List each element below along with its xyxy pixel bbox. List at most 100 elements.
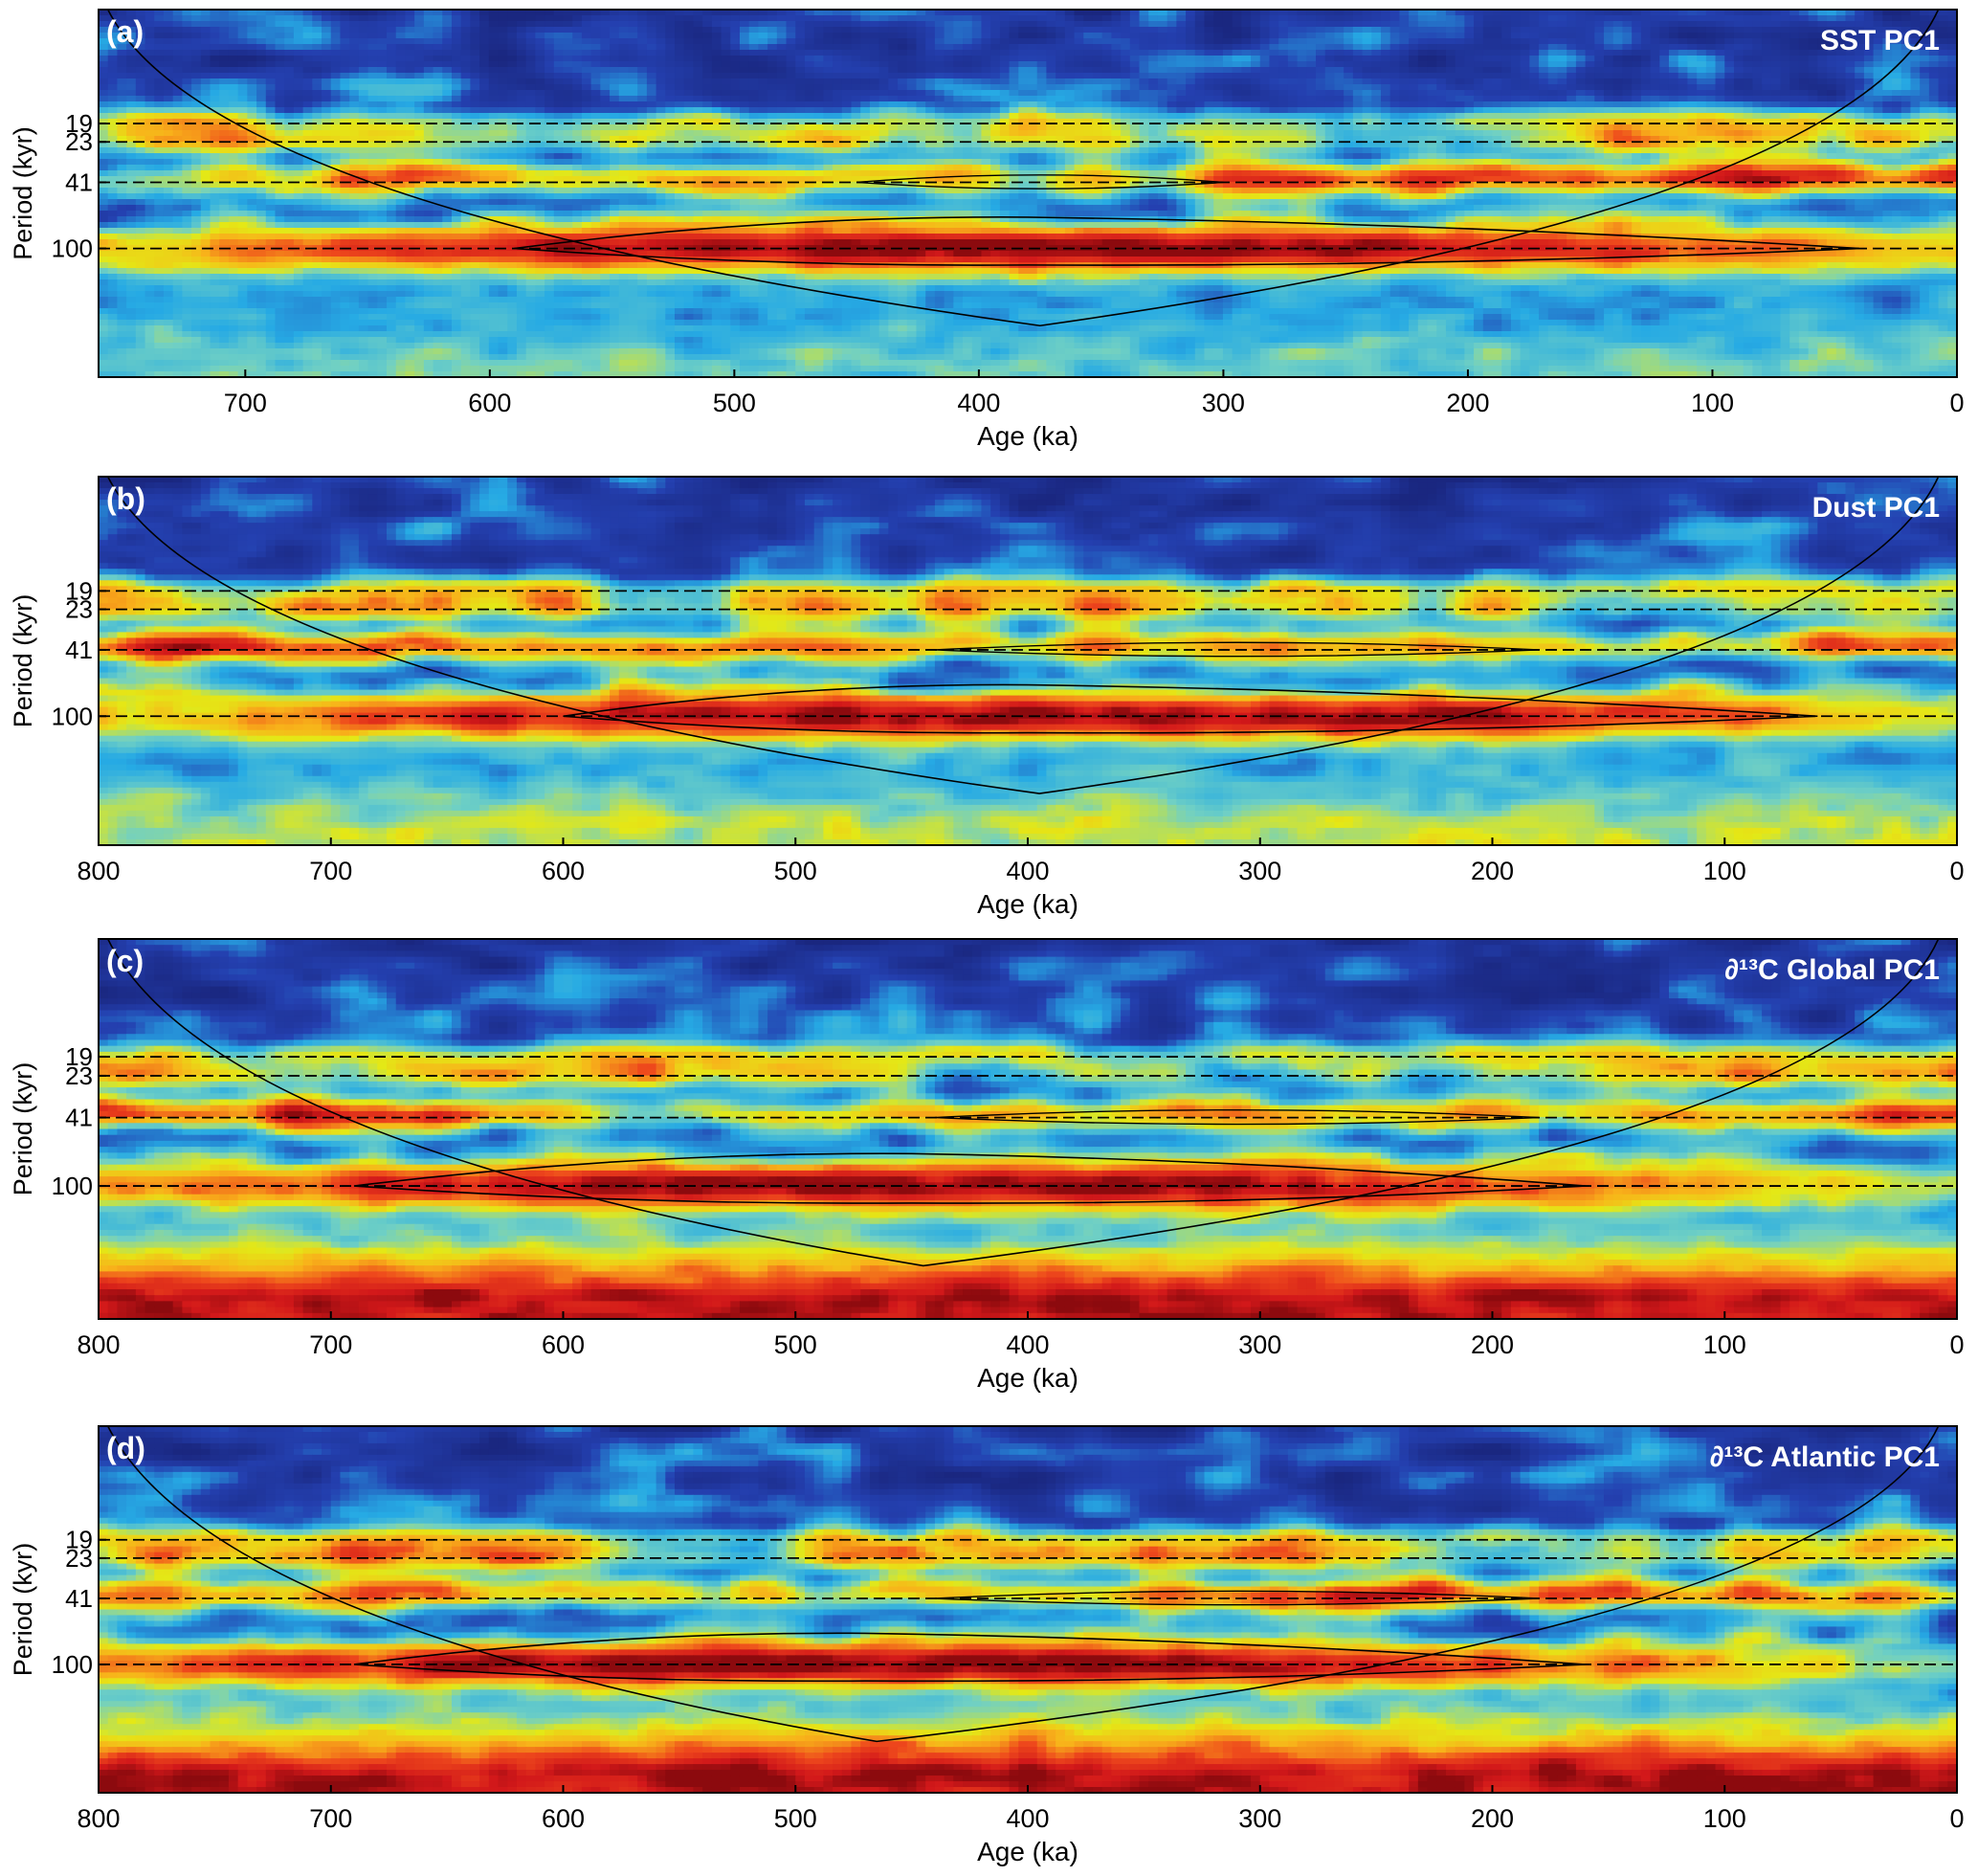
heatmap-cell [916,33,925,39]
heatmap-cell [1010,107,1019,114]
heatmap-cell [405,96,414,102]
heatmap-cell [870,33,879,39]
heatmap-cell [359,21,368,28]
heatmap-cell [1269,124,1278,131]
heatmap-cell [907,73,917,79]
heatmap-cell [1799,96,1809,102]
heatmap-cell [935,84,945,91]
heatmap-cell [1827,96,1836,102]
heatmap-cell [1687,44,1697,51]
heatmap-cell [1167,124,1177,131]
heatmap-cell [526,33,536,39]
heatmap-cell [1456,56,1465,62]
heatmap-cell [1102,33,1112,39]
heatmap-cell [665,101,675,108]
heatmap-cell [499,73,508,79]
heatmap-cell [963,78,972,85]
heatmap-cell [526,50,536,56]
heatmap-cell [470,84,479,91]
heatmap-cell [1233,67,1242,74]
heatmap-cell [1260,38,1270,45]
heatmap-cell [470,67,479,74]
heatmap-cell [963,96,972,102]
heatmap-cell [591,124,601,131]
heatmap-cell [972,96,982,102]
heatmap-cell [1576,107,1586,114]
heatmap-cell [396,84,406,91]
heatmap-cell [1706,101,1716,108]
heatmap-cell [1204,84,1213,91]
heatmap-cell [117,96,126,102]
heatmap-cell [507,15,517,22]
heatmap-cell [916,67,925,74]
heatmap-cell [117,73,126,79]
heatmap-cell [1929,90,1939,97]
heatmap-cell [1762,84,1771,91]
heatmap-cell [1130,107,1140,114]
heatmap-cell [247,15,256,22]
heatmap-cell [619,124,629,131]
heatmap-cell [470,90,479,97]
heatmap-cell [1939,107,1948,114]
heatmap-cell [1929,107,1939,114]
heatmap-cell [442,113,452,120]
heatmap-cell [1065,84,1075,91]
heatmap-cell [340,33,349,39]
heatmap-cell [1018,50,1028,56]
heatmap-cell [294,101,303,108]
heatmap-cell [740,101,749,108]
heatmap-cell [247,50,256,56]
heatmap-cell [665,84,675,91]
heatmap-cell [507,21,517,28]
heatmap-cell [1130,56,1140,62]
heatmap-cell [628,124,637,131]
heatmap-cell [1678,27,1688,34]
heatmap-cell [1251,78,1260,85]
heatmap-cell [526,21,536,28]
heatmap-cell [1363,15,1372,22]
heatmap-cell [303,113,313,120]
heatmap-cell [1855,15,1864,22]
heatmap-cell [191,113,201,120]
heatmap-cell [1464,61,1474,68]
heatmap-cell [852,78,861,85]
heatmap-cell [1418,96,1428,102]
heatmap-cell [507,124,517,131]
heatmap-cell [1195,90,1205,97]
heatmap-cell [1083,27,1093,34]
heatmap-cell [1882,78,1892,85]
heatmap-cell [935,56,945,62]
heatmap-cell [433,84,443,91]
heatmap-cell [805,33,814,39]
heatmap-cell [702,33,712,39]
heatmap-cell [852,113,861,120]
heatmap-cell [600,78,610,85]
heatmap-cell [173,50,183,56]
heatmap-cell [1176,84,1186,91]
heatmap-cell [1501,50,1511,56]
heatmap-cell [377,124,387,131]
heatmap-cell [945,21,954,28]
heatmap-cell [1428,113,1437,120]
heatmap-cell [1028,15,1037,22]
heatmap-cell [1771,101,1781,108]
heatmap-cell [1390,44,1400,51]
heatmap-cell [860,38,870,45]
heatmap-cell [322,101,331,108]
heatmap-cell [1140,96,1149,102]
heatmap-cell [387,124,396,131]
heatmap-cell [1939,44,1948,51]
heatmap-cell [990,38,1000,45]
heatmap-cell [564,113,573,120]
heatmap-cell [1651,84,1660,91]
heatmap-cell [795,50,805,56]
heatmap-cell [433,38,443,45]
heatmap-cell [628,21,637,28]
heatmap-cell [433,113,443,120]
heatmap-cell [740,27,749,34]
heatmap-cell [1288,101,1298,108]
heatmap-cell [1501,107,1511,114]
heatmap-cell [1213,113,1223,120]
heatmap-cell [1724,27,1734,34]
heatmap-cell [787,27,796,34]
